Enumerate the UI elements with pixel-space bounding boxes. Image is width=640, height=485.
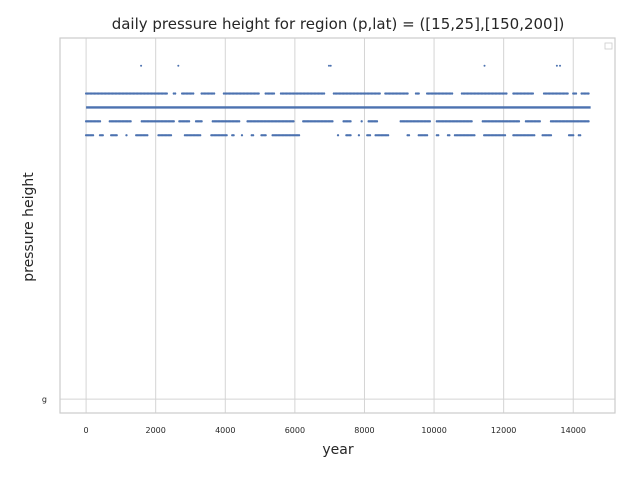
- y-axis-label: pressure height: [21, 172, 37, 282]
- data-point: [517, 120, 521, 123]
- data-point: [503, 134, 507, 137]
- x-tick-label: 14000: [561, 426, 586, 435]
- y-tick-label: g: [42, 395, 47, 404]
- data-point: [101, 134, 104, 137]
- data-point: [199, 134, 202, 137]
- data-point: [240, 134, 244, 137]
- data-point: [559, 64, 562, 67]
- data-point: [264, 134, 267, 137]
- x-tick-label: 12000: [491, 426, 516, 435]
- data-point: [169, 134, 173, 137]
- x-tick-label: 8000: [354, 426, 374, 435]
- data-point: [549, 134, 553, 137]
- data-point: [200, 120, 203, 123]
- data-point: [146, 134, 149, 137]
- data-point: [470, 120, 473, 123]
- chart-title: daily pressure height for region (p,lat)…: [112, 15, 565, 33]
- data-point: [238, 120, 241, 123]
- data-point: [483, 64, 486, 67]
- data-point: [115, 134, 118, 137]
- data-point: [368, 134, 372, 137]
- data-point: [437, 134, 440, 137]
- x-axis-label: year: [322, 442, 353, 458]
- data-point: [213, 92, 216, 95]
- data-point: [91, 134, 95, 137]
- data-point: [574, 92, 578, 95]
- data-point: [232, 134, 235, 137]
- data-point: [192, 92, 195, 95]
- data-point: [172, 120, 175, 123]
- data-point: [357, 134, 361, 137]
- x-tick-label: 6000: [285, 426, 305, 435]
- data-point: [331, 120, 334, 123]
- data-point: [417, 92, 420, 95]
- data-points: [84, 64, 591, 137]
- data-point: [125, 134, 128, 137]
- data-point: [448, 134, 451, 137]
- data-point: [451, 92, 454, 95]
- data-point: [292, 120, 295, 123]
- data-point: [336, 134, 340, 137]
- data-point: [174, 92, 177, 95]
- grid: [60, 38, 615, 413]
- data-point: [349, 134, 352, 137]
- data-point: [428, 120, 432, 123]
- data-point: [555, 64, 558, 67]
- data-point: [407, 134, 411, 137]
- data-point: [329, 64, 332, 67]
- data-point: [327, 64, 330, 67]
- data-point: [378, 92, 381, 95]
- data-point: [406, 92, 409, 95]
- tick-labels: 0 2000 4000 6000 8000 10000 12000 14000 g: [42, 395, 586, 435]
- data-point: [360, 120, 363, 123]
- x-tick-label: 10000: [421, 426, 446, 435]
- data-point: [533, 134, 536, 137]
- data-point: [165, 92, 168, 95]
- data-point: [140, 64, 143, 67]
- data-point: [538, 120, 541, 123]
- data-point: [587, 120, 590, 123]
- plot-frame: [59, 37, 616, 414]
- data-point: [225, 134, 228, 137]
- data-point: [177, 64, 180, 67]
- data-point: [473, 134, 476, 137]
- legend-box: [604, 42, 613, 50]
- data-point: [187, 120, 191, 123]
- data-point: [587, 92, 590, 95]
- data-point: [425, 134, 429, 137]
- data-point: [531, 92, 535, 95]
- data-point: [579, 134, 582, 137]
- x-tick-label: 4000: [215, 426, 235, 435]
- data-point: [98, 120, 102, 123]
- data-point: [257, 92, 260, 95]
- data-point: [566, 92, 569, 95]
- data-point: [349, 120, 352, 123]
- data-point: [386, 134, 390, 137]
- x-tick-label: 2000: [146, 426, 166, 435]
- data-point: [375, 120, 379, 123]
- data-point: [297, 134, 301, 137]
- x-tick-label: 0: [84, 426, 89, 435]
- data-point: [322, 92, 326, 95]
- data-point: [272, 92, 276, 95]
- data-point: [572, 134, 575, 137]
- data-point: [505, 92, 508, 95]
- data-point: [129, 120, 132, 123]
- data-point: [251, 134, 255, 137]
